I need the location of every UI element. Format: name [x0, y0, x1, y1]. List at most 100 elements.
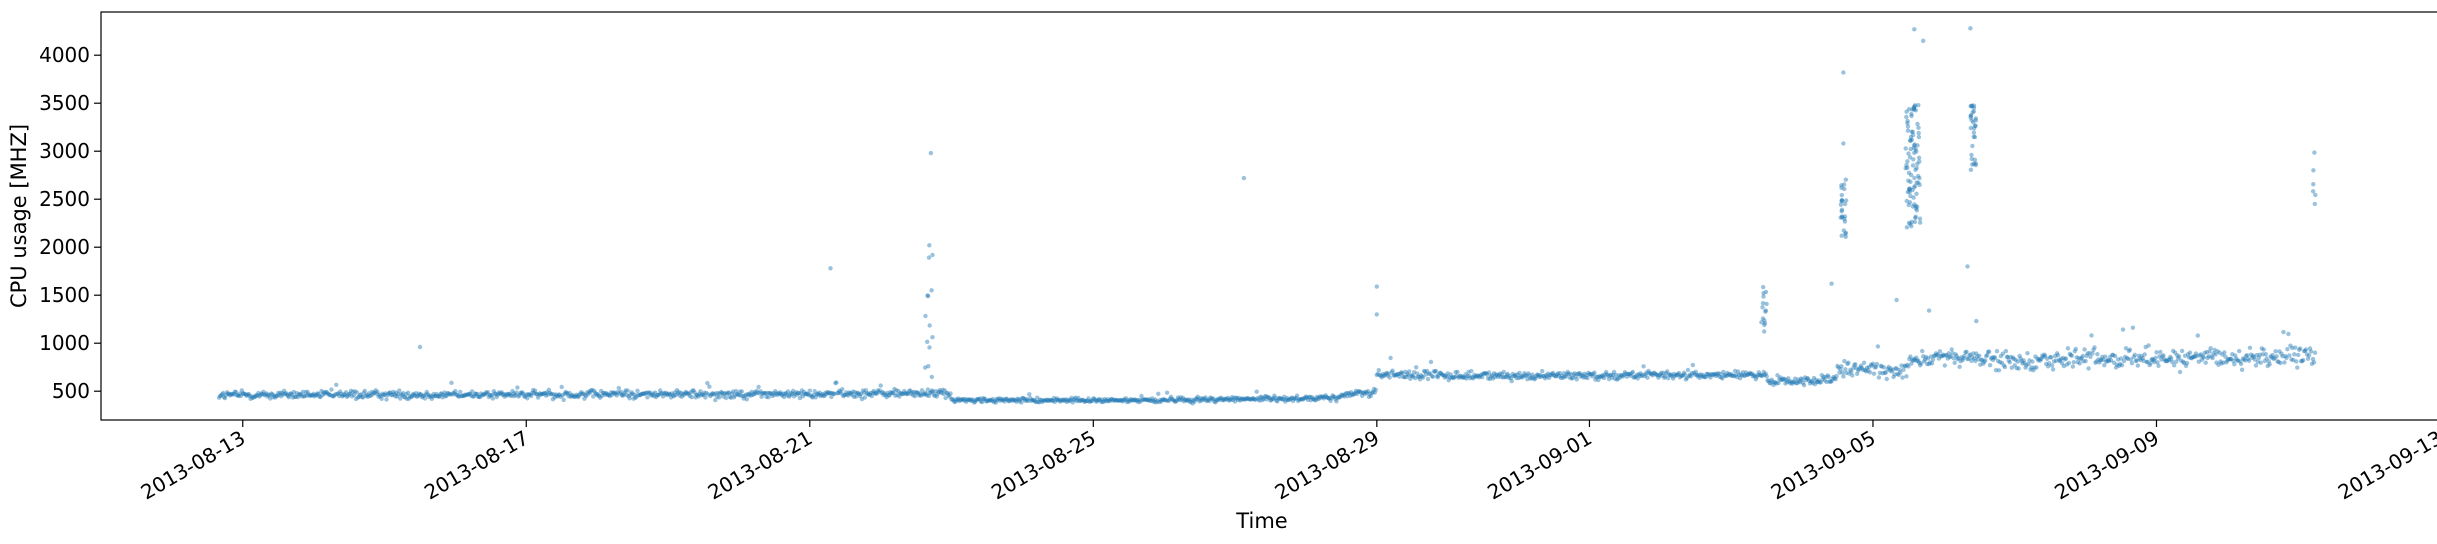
data-point [1416, 374, 1422, 380]
data-point [1207, 398, 1212, 404]
data-point [989, 398, 995, 403]
data-point [300, 389, 305, 395]
data-point [2273, 349, 2278, 354]
data-point [2162, 357, 2167, 362]
data-point [1141, 397, 1146, 402]
data-point [497, 391, 502, 396]
data-point [1064, 399, 1069, 404]
data-point [1857, 367, 1862, 372]
data-point [1182, 397, 1188, 402]
data-point [923, 365, 928, 370]
data-point [1249, 397, 1255, 402]
data-point [1924, 361, 1930, 367]
data-point [458, 389, 463, 395]
data-point [2011, 356, 2016, 361]
data-point [1685, 367, 1691, 373]
data-point [1054, 396, 1060, 401]
data-point [2286, 331, 2291, 337]
data-point [1538, 373, 1543, 378]
data-point [719, 389, 724, 395]
data-point [650, 393, 655, 398]
data-point [343, 390, 349, 395]
data-point [1522, 371, 1527, 376]
data-point [1408, 376, 1413, 381]
data-point [1720, 376, 1725, 381]
data-point [901, 391, 906, 397]
data-point [614, 393, 619, 398]
data-point [527, 392, 532, 397]
data-point [1545, 371, 1551, 376]
data-point [569, 393, 574, 398]
data-point [1340, 393, 1345, 398]
data-point [772, 392, 777, 398]
data-point [1903, 166, 1908, 171]
data-point [1179, 397, 1185, 402]
data-point [1968, 125, 1974, 131]
data-point [2183, 363, 2189, 368]
data-point [1449, 375, 1454, 380]
data-point [1652, 370, 1657, 375]
data-point [1851, 365, 1856, 371]
data-point [1769, 377, 1774, 382]
data-point [1912, 175, 1917, 181]
data-point [1646, 368, 1651, 374]
data-point [1502, 375, 1508, 380]
data-point [1537, 374, 1542, 380]
data-point [2274, 354, 2279, 359]
data-point [1702, 374, 1707, 379]
data-point [2076, 355, 2081, 361]
data-point [1869, 363, 1875, 368]
data-point [1764, 301, 1769, 307]
data-point [254, 392, 259, 398]
data-point [782, 394, 787, 400]
data-point [1032, 398, 1037, 403]
data-point [2027, 358, 2032, 363]
data-point [747, 391, 752, 396]
data-point [1402, 374, 1407, 380]
data-point [1229, 395, 1235, 400]
data-point [1689, 371, 1695, 376]
data-point [2215, 349, 2220, 354]
data-point [899, 391, 904, 396]
data-point [1681, 370, 1687, 375]
data-point [1176, 396, 1182, 402]
data-point [1016, 397, 1021, 402]
data-point [1564, 371, 1570, 377]
data-point [1371, 386, 1377, 392]
data-point [995, 397, 1000, 403]
data-point [1157, 399, 1162, 405]
data-point [291, 389, 297, 395]
data-point [613, 391, 619, 396]
data-point [1211, 396, 1216, 401]
data-point [1877, 370, 1883, 376]
data-point [2056, 358, 2062, 363]
data-point [2169, 356, 2174, 361]
data-point [1762, 372, 1767, 378]
data-point [544, 390, 550, 395]
data-point [371, 390, 376, 395]
data-point [1746, 371, 1752, 377]
data-point [736, 392, 742, 398]
data-point [603, 391, 609, 396]
data-point [1336, 394, 1341, 399]
data-point [2025, 351, 2030, 356]
data-point [700, 392, 705, 397]
data-point [1643, 372, 1648, 377]
data-point [798, 391, 804, 396]
data-point [941, 391, 946, 397]
data-point [649, 393, 654, 398]
data-point [450, 392, 455, 397]
data-point [1811, 375, 1817, 381]
data-point [1868, 362, 1874, 367]
data-point [1820, 376, 1826, 382]
data-point [1324, 394, 1329, 400]
data-point [1837, 370, 1842, 375]
data-point [594, 391, 599, 397]
data-point [933, 389, 938, 394]
data-point [309, 393, 314, 398]
data-point [913, 390, 919, 395]
data-point [1274, 398, 1279, 403]
data-point [1014, 399, 1019, 404]
data-point [1080, 397, 1085, 403]
data-point [1407, 369, 1412, 374]
